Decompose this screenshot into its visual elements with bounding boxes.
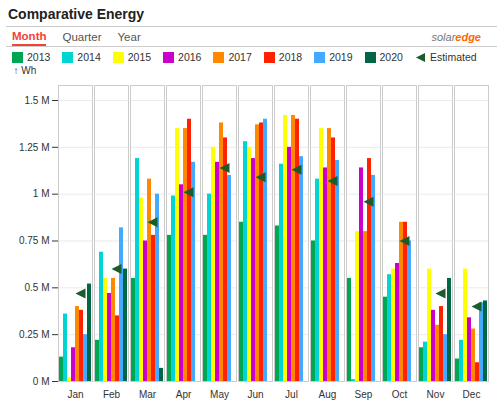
html-text:Year: Year <box>117 31 141 43</box>
svg-text:Jan: Jan <box>67 389 83 400</box>
svg-text:1.5 M: 1.5 M <box>24 95 49 106</box>
svg-text:Aug: Aug <box>319 389 337 400</box>
svg-text:Sep: Sep <box>355 389 373 400</box>
svg-text:Oct: Oct <box>392 389 408 400</box>
html-text:Month: Month <box>12 30 47 42</box>
svg-text:0 M: 0 M <box>33 376 50 387</box>
html-text:2017: 2017 <box>228 51 252 63</box>
svg-text:0.75 M: 0.75 M <box>19 235 50 246</box>
svg-text:↑ Wh: ↑ Wh <box>14 65 37 76</box>
html-text:2016: 2016 <box>178 51 202 63</box>
html-text:2015: 2015 <box>127 51 152 63</box>
html-text:2020: 2020 <box>379 51 403 63</box>
html-text:2019: 2019 <box>329 51 353 63</box>
svg-text:0.5 M: 0.5 M <box>24 282 49 293</box>
svg-text:Dec: Dec <box>463 389 481 400</box>
svg-text:Mar: Mar <box>139 389 157 400</box>
html-text:Estimated: Estimated <box>429 51 477 63</box>
svg-text:Apr: Apr <box>176 389 192 400</box>
html-text:2013: 2013 <box>27 51 51 63</box>
svg-text:Jul: Jul <box>285 389 298 400</box>
html-text:solar edge: solar edge <box>431 31 481 43</box>
svg-text:Jun: Jun <box>247 389 263 400</box>
svg-text:0.25 M: 0.25 M <box>19 329 50 340</box>
svg-text:1 M: 1 M <box>33 188 50 199</box>
svg-text:Feb: Feb <box>103 389 121 400</box>
svg-text:1.25 M: 1.25 M <box>19 142 50 153</box>
html-text:Quarter: Quarter <box>62 31 102 43</box>
html-text:Comparative Energy: Comparative Energy <box>8 6 145 22</box>
svg-text:May: May <box>210 389 229 400</box>
html-text:2014: 2014 <box>77 51 101 63</box>
svg-text:Nov: Nov <box>427 389 445 400</box>
html-text:2018: 2018 <box>278 51 303 63</box>
